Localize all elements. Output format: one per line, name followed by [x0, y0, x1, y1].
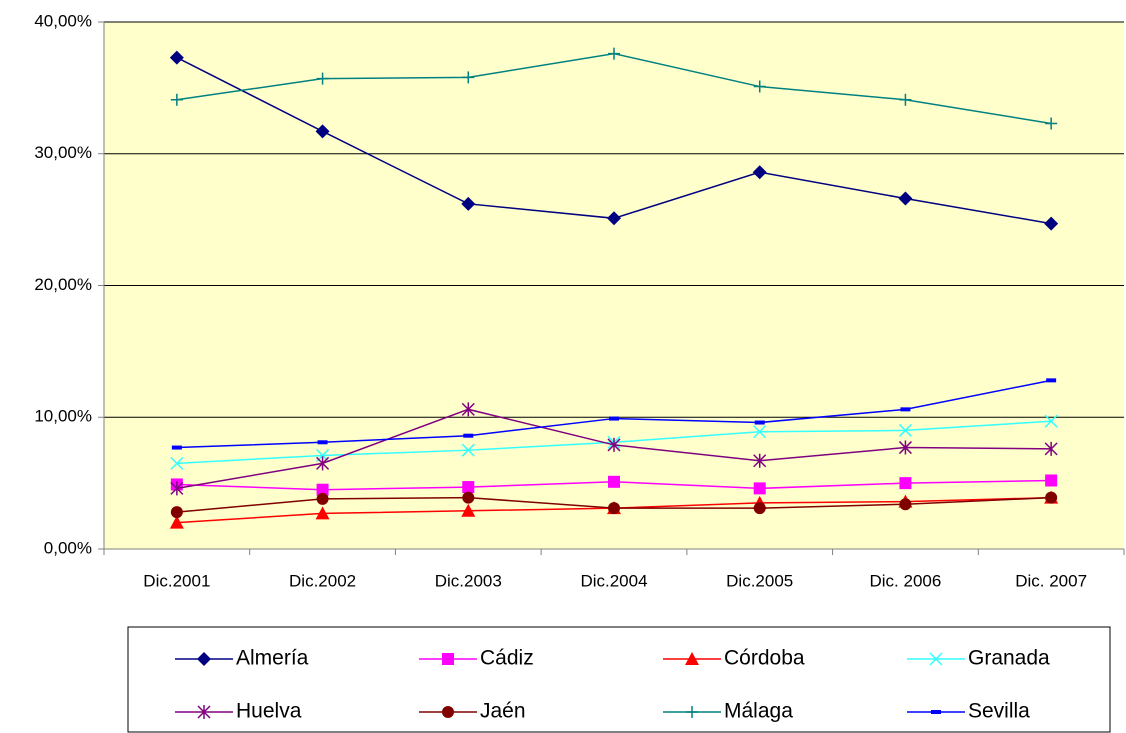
- legend-label: Jaén: [480, 700, 526, 723]
- legend-label: Almería: [236, 647, 309, 670]
- legend-label: Córdoba: [724, 647, 805, 670]
- legend-label: Huelva: [236, 700, 302, 723]
- marker: [1045, 491, 1058, 504]
- marker: [461, 503, 476, 517]
- marker: [315, 124, 330, 139]
- marker: [170, 506, 183, 519]
- legend-label: Málaga: [724, 700, 793, 723]
- marker: [608, 475, 620, 488]
- x-tick-label: Dic.2005: [726, 571, 793, 590]
- marker: [170, 93, 183, 106]
- marker: [315, 506, 330, 520]
- marker: [462, 481, 475, 494]
- marker: [754, 420, 765, 425]
- marker: [607, 437, 621, 452]
- marker: [899, 498, 912, 511]
- marker: [197, 705, 211, 719]
- marker: [1044, 414, 1058, 428]
- marker: [170, 481, 184, 496]
- y-tick-label: 20,00%: [34, 275, 92, 294]
- marker: [753, 453, 767, 468]
- marker: [442, 653, 454, 665]
- marker: [608, 47, 620, 60]
- x-tick-label: Dic.2003: [435, 571, 502, 590]
- marker: [753, 425, 767, 439]
- marker: [609, 416, 619, 421]
- marker: [753, 482, 766, 495]
- marker: [607, 211, 621, 226]
- legend-label: Granada: [968, 647, 1050, 670]
- marker: [752, 165, 767, 180]
- marker: [461, 443, 475, 457]
- marker: [899, 93, 912, 106]
- marker: [898, 423, 912, 437]
- marker: [929, 652, 943, 666]
- marker: [1045, 117, 1058, 130]
- x-tick-label: Dic. 2006: [870, 571, 942, 590]
- marker: [169, 515, 184, 529]
- legend-label: Cádiz: [480, 647, 534, 670]
- marker: [898, 191, 913, 206]
- marker: [1044, 216, 1059, 231]
- y-tick-label: 10,00%: [34, 407, 92, 426]
- y-tick-label: 0,00%: [44, 538, 92, 557]
- marker: [753, 502, 766, 515]
- marker: [463, 433, 474, 438]
- marker: [462, 491, 475, 504]
- legend-label: Sevilla: [968, 700, 1030, 723]
- marker: [685, 652, 699, 665]
- marker: [461, 402, 475, 417]
- x-tick-label: Dic.2001: [143, 571, 210, 590]
- marker: [686, 706, 698, 718]
- marker: [461, 196, 476, 211]
- x-tick-label: Dic.2004: [580, 571, 647, 590]
- legend-box: [127, 626, 1111, 733]
- y-tick-label: 40,00%: [34, 11, 92, 30]
- marker: [900, 407, 911, 412]
- y-tick-label: 30,00%: [34, 143, 92, 162]
- marker: [316, 492, 329, 505]
- marker: [1046, 378, 1057, 383]
- marker: [1044, 441, 1058, 456]
- marker: [316, 456, 330, 471]
- marker: [1045, 474, 1058, 487]
- marker: [608, 502, 620, 515]
- marker: [753, 80, 766, 93]
- marker: [931, 710, 941, 714]
- marker: [442, 706, 454, 718]
- legend: Almería Cádiz Córdoba Granada Huelva Jaén Mála…: [127, 626, 1111, 733]
- marker: [169, 50, 184, 65]
- marker: [171, 445, 182, 450]
- marker: [197, 652, 211, 666]
- marker: [899, 477, 912, 490]
- x-tick-label: Dic.2002: [289, 571, 356, 590]
- marker: [898, 440, 912, 455]
- x-tick-label: Dic. 2007: [1015, 571, 1087, 590]
- marker: [316, 72, 329, 85]
- marker: [317, 440, 328, 445]
- marker: [462, 71, 475, 84]
- marker: [170, 456, 184, 470]
- marker: [316, 483, 329, 496]
